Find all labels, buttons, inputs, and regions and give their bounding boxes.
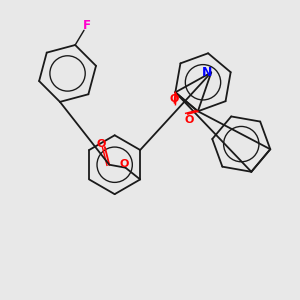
Text: N: N (202, 66, 212, 79)
Text: O: O (97, 139, 106, 148)
Text: O: O (119, 159, 129, 169)
Text: F: F (83, 20, 91, 32)
Text: O: O (184, 115, 194, 125)
Text: O: O (170, 94, 179, 103)
